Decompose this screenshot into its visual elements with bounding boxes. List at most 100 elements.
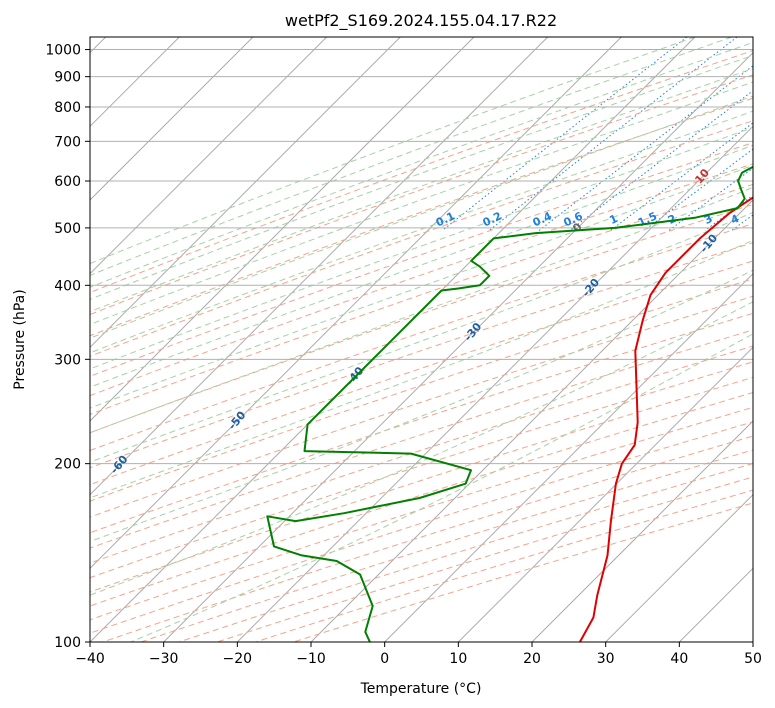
dry-adiabat-line bbox=[90, 223, 753, 452]
x-tick-label: −30 bbox=[149, 651, 179, 667]
isotherm-lines bbox=[90, 37, 753, 642]
isotherm-line bbox=[384, 272, 753, 642]
dry-adiabat-line bbox=[90, 97, 753, 337]
moist-adiabat-line bbox=[90, 269, 753, 543]
mixing-ratio-line-3 bbox=[569, 90, 753, 231]
temperature-profile-line bbox=[578, 196, 753, 642]
moist-adiabat-line bbox=[130, 333, 753, 642]
profile-series bbox=[266, 165, 753, 642]
x-tick-label: 50 bbox=[744, 651, 762, 667]
y-tick-label: 200 bbox=[54, 457, 81, 473]
dry-adiabat-line bbox=[90, 295, 753, 518]
isotherm-line bbox=[531, 420, 753, 642]
isotherm-line bbox=[90, 37, 549, 496]
x-tick-label: 20 bbox=[523, 651, 541, 667]
moist-adiabat-line bbox=[90, 239, 753, 499]
dry-adiabat-line bbox=[90, 242, 753, 469]
pressure-grid bbox=[90, 49, 753, 642]
mixing-ratio-label: 6 bbox=[768, 212, 775, 227]
x-tick-label: −10 bbox=[296, 651, 326, 667]
moist-adiabat-line bbox=[90, 211, 753, 463]
x-axis-label: Temperature (°C) bbox=[360, 681, 482, 697]
y-tick-label: 500 bbox=[54, 221, 81, 237]
isotherm-line bbox=[90, 37, 328, 275]
mixing-ratio-label: 0.4 bbox=[531, 209, 554, 229]
x-tick-label: 30 bbox=[597, 651, 615, 667]
mixing-ratio-line-2 bbox=[538, 65, 753, 231]
y-tick-label: 1000 bbox=[45, 43, 81, 59]
moist-adiabat-line bbox=[90, 37, 732, 276]
dry-adiabat-line bbox=[90, 120, 753, 357]
dry-adiabat-line bbox=[90, 329, 753, 549]
moist-adiabat-line bbox=[90, 126, 753, 370]
moist-adiabat-line bbox=[90, 54, 753, 300]
dry-adiabat-label: -70 bbox=[0, 497, 13, 521]
moist-adiabat-line bbox=[90, 67, 753, 313]
isotherm-line bbox=[90, 37, 622, 570]
y-axis-label: Pressure (hPa) bbox=[12, 289, 28, 389]
y-axis: 100 200 300 400 500 600 700 800 900 1000 bbox=[45, 43, 90, 651]
moist-adiabat-lines bbox=[90, 37, 753, 642]
isotherm-line bbox=[605, 493, 753, 642]
plot-frame bbox=[89, 36, 754, 643]
dry-adiabat-line bbox=[90, 391, 753, 607]
isotherm-line bbox=[752, 641, 753, 642]
mixing-ratio-lines bbox=[442, 37, 775, 231]
moist-adiabat-line bbox=[90, 301, 753, 596]
y-tick-label: 400 bbox=[54, 278, 81, 294]
x-tick-label: −20 bbox=[223, 651, 253, 667]
dry-adiabat-line bbox=[90, 376, 753, 593]
mixing-ratio-label: 1.5 bbox=[636, 209, 659, 229]
isotherm-line bbox=[236, 125, 753, 642]
dewpoint-profile-line bbox=[266, 165, 753, 642]
isotherm-line bbox=[90, 37, 254, 201]
dry-adiabat-line bbox=[90, 203, 753, 434]
mixing-ratio-line-5 bbox=[643, 148, 753, 231]
isotherm-line bbox=[678, 567, 753, 642]
y-tick-label: 700 bbox=[54, 134, 81, 150]
mixing-ratio-label: 0.1 bbox=[434, 209, 457, 229]
moist-adiabat-line bbox=[90, 95, 753, 339]
y-tick-label: 300 bbox=[54, 352, 81, 368]
dry-adiabat-line bbox=[90, 278, 753, 502]
moist-adiabat-line bbox=[90, 41, 753, 288]
mixing-ratio-line-0 bbox=[442, 37, 688, 231]
dry-adiabat-line bbox=[178, 463, 753, 642]
dry-adiabat-line bbox=[90, 163, 753, 397]
dry-adiabat-line bbox=[90, 183, 753, 415]
dry-adiabat-line bbox=[90, 50, 753, 294]
mixing-ratio-line-9 bbox=[771, 37, 775, 231]
isotherm-line bbox=[163, 51, 753, 642]
dry-adiabat-line bbox=[255, 489, 753, 642]
dry-adiabat-line bbox=[90, 312, 753, 534]
dry-adiabat-line bbox=[90, 142, 753, 377]
background-line-labels: -100-90-80-70-60-50-40-30-20-10010203040… bbox=[0, 166, 775, 521]
y-tick-label: 600 bbox=[54, 174, 81, 190]
x-axis: −40 −30 −20 −10 0 10 20 30 40 50 bbox=[75, 642, 762, 667]
mixing-ratio-line-1 bbox=[488, 37, 738, 231]
y-tick-label: 100 bbox=[54, 635, 81, 651]
moist-adiabat-line bbox=[90, 144, 753, 388]
moist-adiabat-line bbox=[90, 186, 753, 434]
y-tick-label: 900 bbox=[54, 70, 81, 86]
y-tick-label: 800 bbox=[54, 100, 81, 116]
mixing-ratio-line-6 bbox=[668, 167, 753, 231]
mixing-ratio-label: 0.2 bbox=[481, 209, 504, 229]
isotherm-line bbox=[457, 346, 753, 642]
plot-area: -100-90-80-70-60-50-40-30-20-10010203040… bbox=[0, 37, 775, 642]
x-tick-label: −40 bbox=[75, 651, 105, 667]
x-tick-label: 10 bbox=[449, 651, 467, 667]
isotherm-line bbox=[90, 37, 401, 349]
dry-adiabat-line bbox=[90, 361, 753, 579]
isotherm-line bbox=[310, 199, 753, 642]
dry-adiabat-line bbox=[293, 502, 753, 642]
chart-title: wetPf2_S169.2024.155.04.17.R22 bbox=[285, 11, 557, 31]
dry-adiabat-lines bbox=[90, 50, 753, 642]
dry-adiabat-line bbox=[90, 74, 753, 316]
x-tick-label: 40 bbox=[670, 651, 688, 667]
isotherm-line bbox=[90, 37, 475, 422]
moist-adiabat-line bbox=[90, 164, 753, 409]
dry-adiabat-line bbox=[90, 345, 753, 564]
mixing-ratio-line-4 bbox=[610, 122, 753, 231]
